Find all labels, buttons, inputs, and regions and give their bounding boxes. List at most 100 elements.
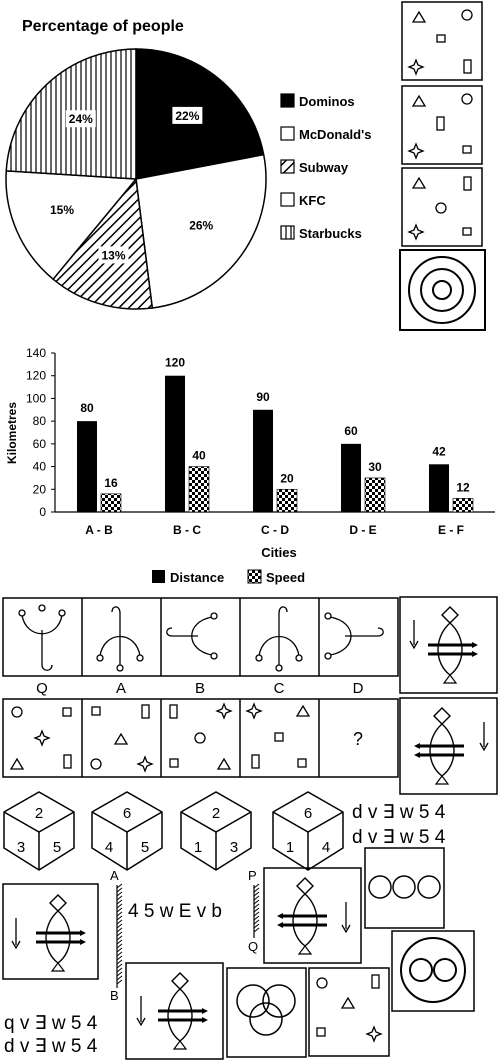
fish-box-2 (399, 697, 498, 795)
pie-value-label: 15% (50, 203, 74, 217)
fish-box-3 (2, 883, 99, 980)
die-right-face: 3 (230, 839, 238, 856)
square-sequence-top (399, 1, 486, 331)
pie-legend: Dominos McDonald's Subway KFC Starbucks (280, 93, 371, 241)
bar-speed (452, 498, 474, 513)
die: 21 3 (180, 791, 252, 871)
pie-legend-swatch (280, 192, 295, 207)
option-label-d: D (353, 680, 364, 697)
x-tick-label: D - E (349, 523, 376, 537)
label-q-line: Q (248, 939, 258, 954)
outer-circle (408, 256, 476, 324)
pie-chart: Percentage of people 22% 26% 13% 15% 24% Dom… (5, 18, 371, 310)
mirror-line-3: q v ∃ w 5 4 (4, 1013, 98, 1034)
bar-speed-label: 12 (456, 480, 470, 494)
die-left-face: 3 (17, 839, 25, 856)
label-p: P (248, 868, 257, 883)
bar-distance-label: 90 (256, 390, 270, 404)
bar-distance-label: 80 (80, 401, 94, 415)
bar-axes: 0 20 40 60 80 100 120 140 (26, 346, 495, 519)
die-outline (272, 791, 344, 871)
pie-title: Percentage of people (22, 18, 184, 35)
legend-distance-swatch (152, 570, 165, 583)
bar-ylabel: Kilometres (5, 402, 19, 464)
bar-marks: 80 16 A - B 120 40 B - C 90 20 C - D 60 30 D - E 42 1… (77, 356, 474, 537)
die-outline (91, 791, 163, 871)
bar-distance (165, 375, 185, 512)
concentric-box (399, 249, 486, 331)
rectangle-icon (463, 59, 472, 74)
label-a: A (110, 868, 119, 883)
fish-box-5 (125, 962, 224, 1060)
mirror-line-4: d v ∃ w 5 4 (4, 1036, 98, 1057)
bar-distance (429, 464, 449, 512)
die: 61 4 (272, 791, 344, 871)
rectangle-icon (463, 176, 472, 191)
pie-legend-swatch (280, 159, 295, 174)
question-mark: ? (353, 729, 363, 749)
legend-distance-label: Distance (170, 570, 224, 585)
die-top-face: 6 (123, 805, 131, 822)
die-outline (180, 791, 252, 871)
die-top-face: 6 (304, 805, 312, 822)
die-right-face: 5 (141, 839, 149, 856)
bar-speed-label: 30 (368, 460, 382, 474)
shape-sequence-row: ? (2, 698, 399, 778)
string-main: 4 5 w E v b (128, 901, 222, 922)
pie-value-label: 13% (101, 248, 125, 262)
triangle-icon (411, 10, 427, 23)
pie-label-bg (172, 106, 203, 124)
pie-legend-label: McDonald's (299, 127, 371, 142)
option-label-c: C (274, 680, 285, 697)
pie-legend-label: Starbucks (299, 226, 362, 241)
square-icon (462, 145, 472, 154)
die-left-face: 1 (286, 839, 294, 856)
bar-distance-label: 120 (165, 356, 185, 370)
mirror-line-1: d v ∃ w 5 4 (352, 802, 446, 823)
die-top-face: 2 (212, 805, 220, 822)
y-tick-label: 40 (33, 460, 47, 474)
bar-speed (364, 477, 386, 513)
pie-value-label: 24% (69, 112, 93, 126)
x-tick-label: C - D (261, 523, 289, 537)
bar-legend: Distance Speed (152, 569, 305, 585)
bar-speed-label: 40 (192, 449, 206, 463)
legend-speed-swatch (247, 569, 262, 584)
bar-distance (253, 409, 273, 512)
dice-row: 23 564 521 361 4 (3, 791, 344, 871)
x-tick-label: B - C (173, 523, 201, 537)
bar-speed (276, 488, 298, 513)
mirror-text-right: d v ∃ w 5 4 d v ∃ w 5 4 (352, 802, 446, 848)
die: 64 5 (91, 791, 163, 871)
bar-distance-label: 60 (344, 424, 358, 438)
legend-speed-label: Speed (266, 570, 305, 585)
bar-speed (100, 493, 122, 513)
y-tick-label: 100 (26, 391, 46, 405)
die-right-face: 4 (322, 839, 330, 856)
pie-value-label: 26% (189, 218, 213, 232)
option-label-q: Q (36, 680, 48, 697)
line-pq: P Q (248, 868, 260, 954)
option-label-a: A (116, 680, 126, 697)
bar-distance (77, 421, 97, 512)
die-outline (3, 791, 75, 871)
y-tick-label: 120 (26, 369, 46, 383)
triangle-icon (411, 94, 427, 107)
circle-icon (461, 93, 473, 105)
curve-options-frame (2, 597, 399, 677)
pie-value-labels: 22% 26% 13% 15% 24% (50, 106, 214, 264)
inner-circle (432, 280, 452, 300)
x-tick-label: E - F (438, 523, 464, 537)
y-tick-label: 20 (33, 482, 47, 496)
pie-label-bg (98, 246, 129, 264)
bar-chart: 0 20 40 60 80 100 120 140 80 16 A - B 120 40 B - C 90… (5, 346, 495, 585)
square-icon (436, 34, 446, 43)
pie-legend-swatch (280, 93, 295, 108)
circle-icon (461, 9, 473, 21)
star-icon (408, 224, 424, 240)
star-icon (408, 59, 424, 75)
star-icon (408, 143, 424, 159)
fish-box-1 (399, 596, 498, 694)
bar-speed (188, 466, 210, 513)
